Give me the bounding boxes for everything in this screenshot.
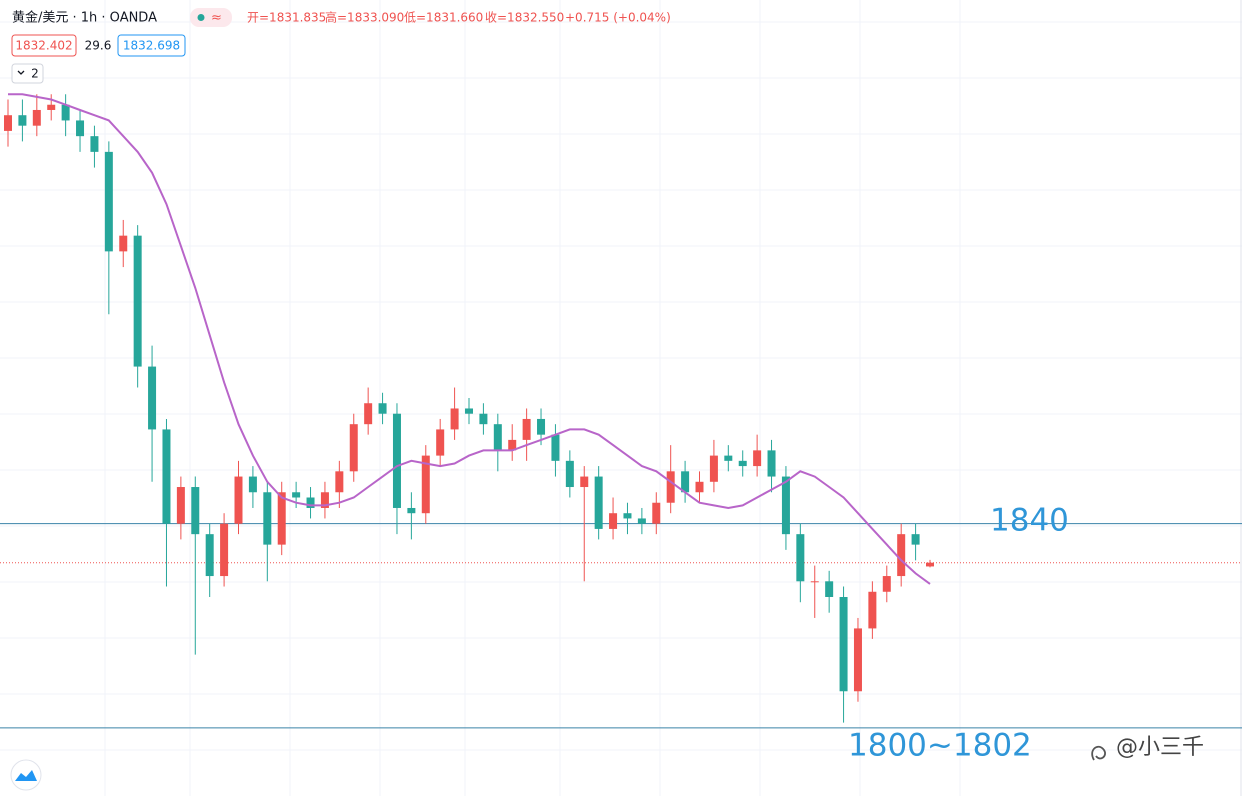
status-dot	[197, 14, 205, 21]
ohlc-item: 开=1831.835	[247, 11, 326, 25]
candle-body	[191, 487, 200, 535]
candle-body	[508, 439, 517, 451]
candle-body	[810, 581, 819, 583]
status-pill	[190, 8, 232, 27]
candle-body	[666, 471, 675, 503]
chevron	[17, 70, 25, 75]
candle-body	[248, 476, 257, 493]
candle-body	[609, 513, 618, 529]
candle-body	[32, 109, 41, 126]
candle-body	[537, 418, 546, 435]
candle-body	[738, 460, 747, 467]
candle-body	[637, 518, 646, 524]
candle-body	[926, 562, 934, 567]
status-icon: ≈	[211, 11, 222, 26]
candle-body	[825, 581, 834, 597]
candle-body	[306, 497, 315, 508]
candle-body	[133, 235, 142, 367]
candle-body	[176, 487, 185, 524]
candle-body	[335, 471, 344, 493]
candle-body	[853, 628, 862, 692]
candle-body	[378, 403, 387, 414]
plot	[0, 93, 1242, 729]
candle-body	[479, 413, 488, 425]
bid-box	[11, 34, 77, 57]
watermark: @小三千	[1116, 735, 1204, 760]
candle-body	[76, 120, 85, 137]
candle-body	[277, 492, 286, 545]
candle-body	[753, 450, 762, 467]
candle-body	[292, 492, 301, 498]
candle-body	[234, 476, 243, 524]
ohlc-item: +0.715 (+0.04%)	[565, 11, 671, 25]
candle-body	[47, 104, 56, 110]
candle-body	[436, 429, 445, 456]
spread: 29.6	[85, 39, 112, 53]
level-label: 1800~1802	[848, 728, 1032, 764]
candle-body	[205, 534, 214, 577]
candle-body	[493, 424, 502, 451]
candle-body	[681, 471, 690, 493]
ohlc-item: 高=1833.090	[325, 10, 404, 25]
ask: 1832.698	[123, 39, 180, 53]
candle-body	[421, 455, 430, 514]
moving-average	[8, 93, 931, 585]
candle-body	[119, 235, 128, 252]
candle-body	[450, 408, 459, 430]
indicator-count: 2	[31, 67, 39, 81]
candle-body	[551, 434, 560, 461]
bid: 1832.402	[15, 39, 72, 53]
candle-body	[61, 104, 70, 121]
candle-body	[594, 476, 603, 529]
indicator-toggle[interactable]	[11, 63, 44, 84]
candle-body	[695, 481, 704, 493]
candle-body	[911, 534, 920, 545]
candle-body	[18, 115, 27, 126]
candle-body	[796, 534, 805, 582]
symbol: 黄金/美元 · 1h · OANDA	[12, 10, 157, 26]
candle-body	[392, 413, 401, 508]
candle-body	[465, 408, 473, 414]
candle-body	[263, 492, 272, 545]
candle-body	[522, 418, 531, 440]
candle-body	[104, 151, 113, 252]
ohlc-item: 收=1832.550	[485, 11, 564, 25]
candle-body	[724, 455, 733, 461]
candle-body	[364, 403, 373, 425]
ask-box	[117, 34, 186, 57]
logo[interactable]	[10, 759, 42, 791]
candle-body	[709, 455, 718, 482]
candle-body	[90, 136, 99, 152]
candle-body	[162, 429, 171, 524]
candle-body	[349, 424, 358, 472]
candle-body	[897, 534, 906, 577]
logo-mark	[15, 770, 37, 781]
watermark-icon	[1091, 745, 1106, 761]
candle-body	[320, 492, 329, 508]
candle-body	[882, 576, 891, 592]
candle-body	[623, 513, 632, 519]
ohlc-item: 低=1831.660	[404, 11, 483, 25]
candle-body	[839, 597, 848, 692]
candle-body	[565, 460, 574, 488]
candle-body	[652, 502, 661, 524]
candle-body	[767, 450, 776, 477]
candle-body	[407, 507, 416, 514]
candle-body	[4, 115, 12, 131]
candle-body	[781, 476, 790, 535]
candle-body	[868, 591, 877, 629]
level-label: 1840	[990, 503, 1069, 539]
candle-body	[580, 476, 589, 488]
candle-body	[148, 366, 157, 430]
candle-body	[220, 523, 229, 577]
